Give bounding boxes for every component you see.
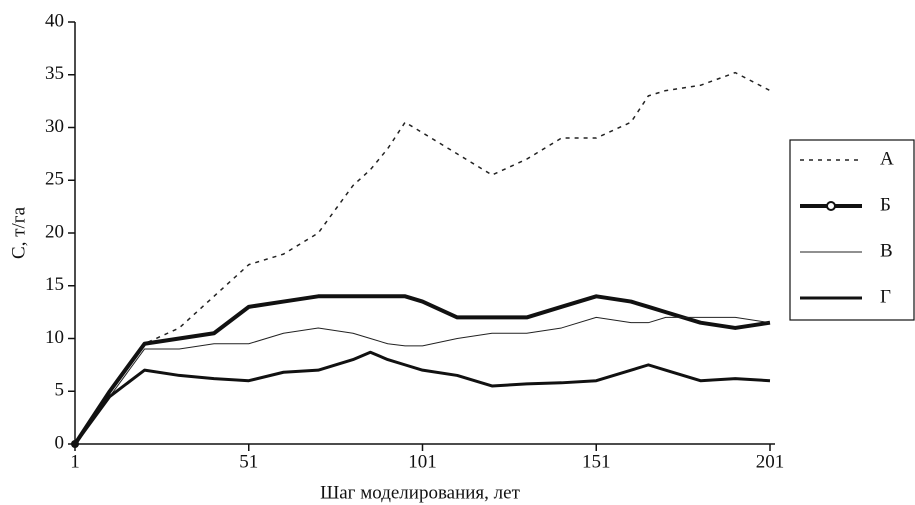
y-axis-label: С, т/га bbox=[8, 206, 29, 259]
series-line bbox=[74, 316, 771, 445]
legend-label: Г bbox=[880, 286, 891, 307]
x-tick-label: 51 bbox=[239, 451, 258, 472]
series-line bbox=[74, 71, 771, 445]
x-tick-label: 101 bbox=[408, 451, 437, 472]
y-tick-label: 10 bbox=[45, 327, 64, 348]
series-line bbox=[73, 294, 771, 446]
series-line bbox=[73, 350, 771, 445]
y-tick-label: 30 bbox=[45, 116, 64, 137]
y-tick-label: 20 bbox=[45, 221, 64, 242]
legend-box bbox=[789, 139, 915, 321]
legend-marker bbox=[826, 201, 836, 211]
legend-label: А bbox=[880, 148, 894, 169]
x-tick-label: 201 bbox=[756, 451, 785, 472]
legend-label: Б bbox=[880, 194, 891, 215]
x-tick-label: 1 bbox=[70, 451, 80, 472]
legend-label: В bbox=[880, 240, 893, 261]
y-tick-label: 0 bbox=[55, 432, 65, 453]
x-tick-label: 151 bbox=[582, 451, 611, 472]
y-tick-label: 5 bbox=[55, 380, 65, 401]
y-tick-label: 15 bbox=[45, 274, 64, 295]
origin-dot bbox=[71, 440, 79, 448]
x-axis-label: Шаг моделирования, лет bbox=[320, 482, 521, 503]
y-tick-label: 25 bbox=[45, 169, 64, 190]
y-tick-label: 40 bbox=[45, 10, 64, 31]
y-tick-label: 35 bbox=[45, 63, 64, 84]
